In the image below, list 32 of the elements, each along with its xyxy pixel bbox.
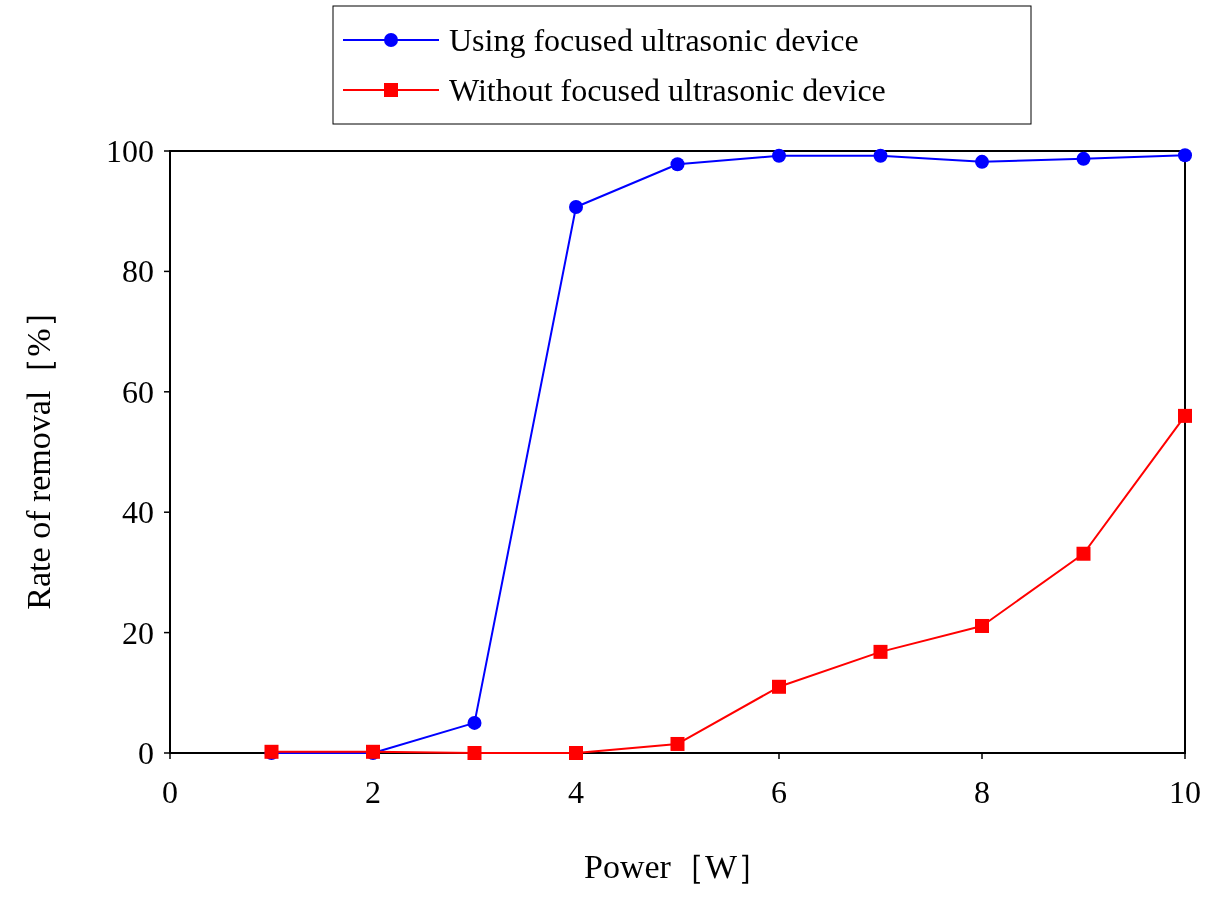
y-axis-title: Rate of removal［%］ [20,294,57,610]
point [1178,148,1192,163]
y-tick-label: 80 [122,253,154,290]
y-tick-label: 0 [138,735,154,771]
point [670,157,685,172]
point [569,199,583,214]
y-tick-label: 100 [106,133,154,169]
point [772,148,786,163]
point [1076,151,1091,166]
x-tick-label: 4 [568,774,584,810]
legend-label: Without focused ultrasonic device [449,72,886,108]
point [467,715,482,730]
x-tick-label: 8 [974,774,990,810]
point [1178,408,1192,423]
legend-label: Using focused ultrasonic device [449,22,859,58]
x-tick-label: 6 [771,774,787,810]
y-tick-label: 60 [122,373,154,410]
point [975,618,989,633]
x-tick-label: 10 [1169,774,1201,810]
y-tick-label: 40 [122,494,154,531]
point [670,736,685,751]
point [569,746,583,760]
x-axis-title: Power［W］ [584,848,771,885]
x-tick-label: 2 [365,774,381,810]
point [772,679,786,694]
point [873,644,888,659]
point [467,746,482,760]
point [1076,546,1091,561]
point [873,148,888,163]
x-tick-label: 0 [162,774,178,810]
point [975,154,989,169]
y-tick-label: 20 [122,614,154,651]
